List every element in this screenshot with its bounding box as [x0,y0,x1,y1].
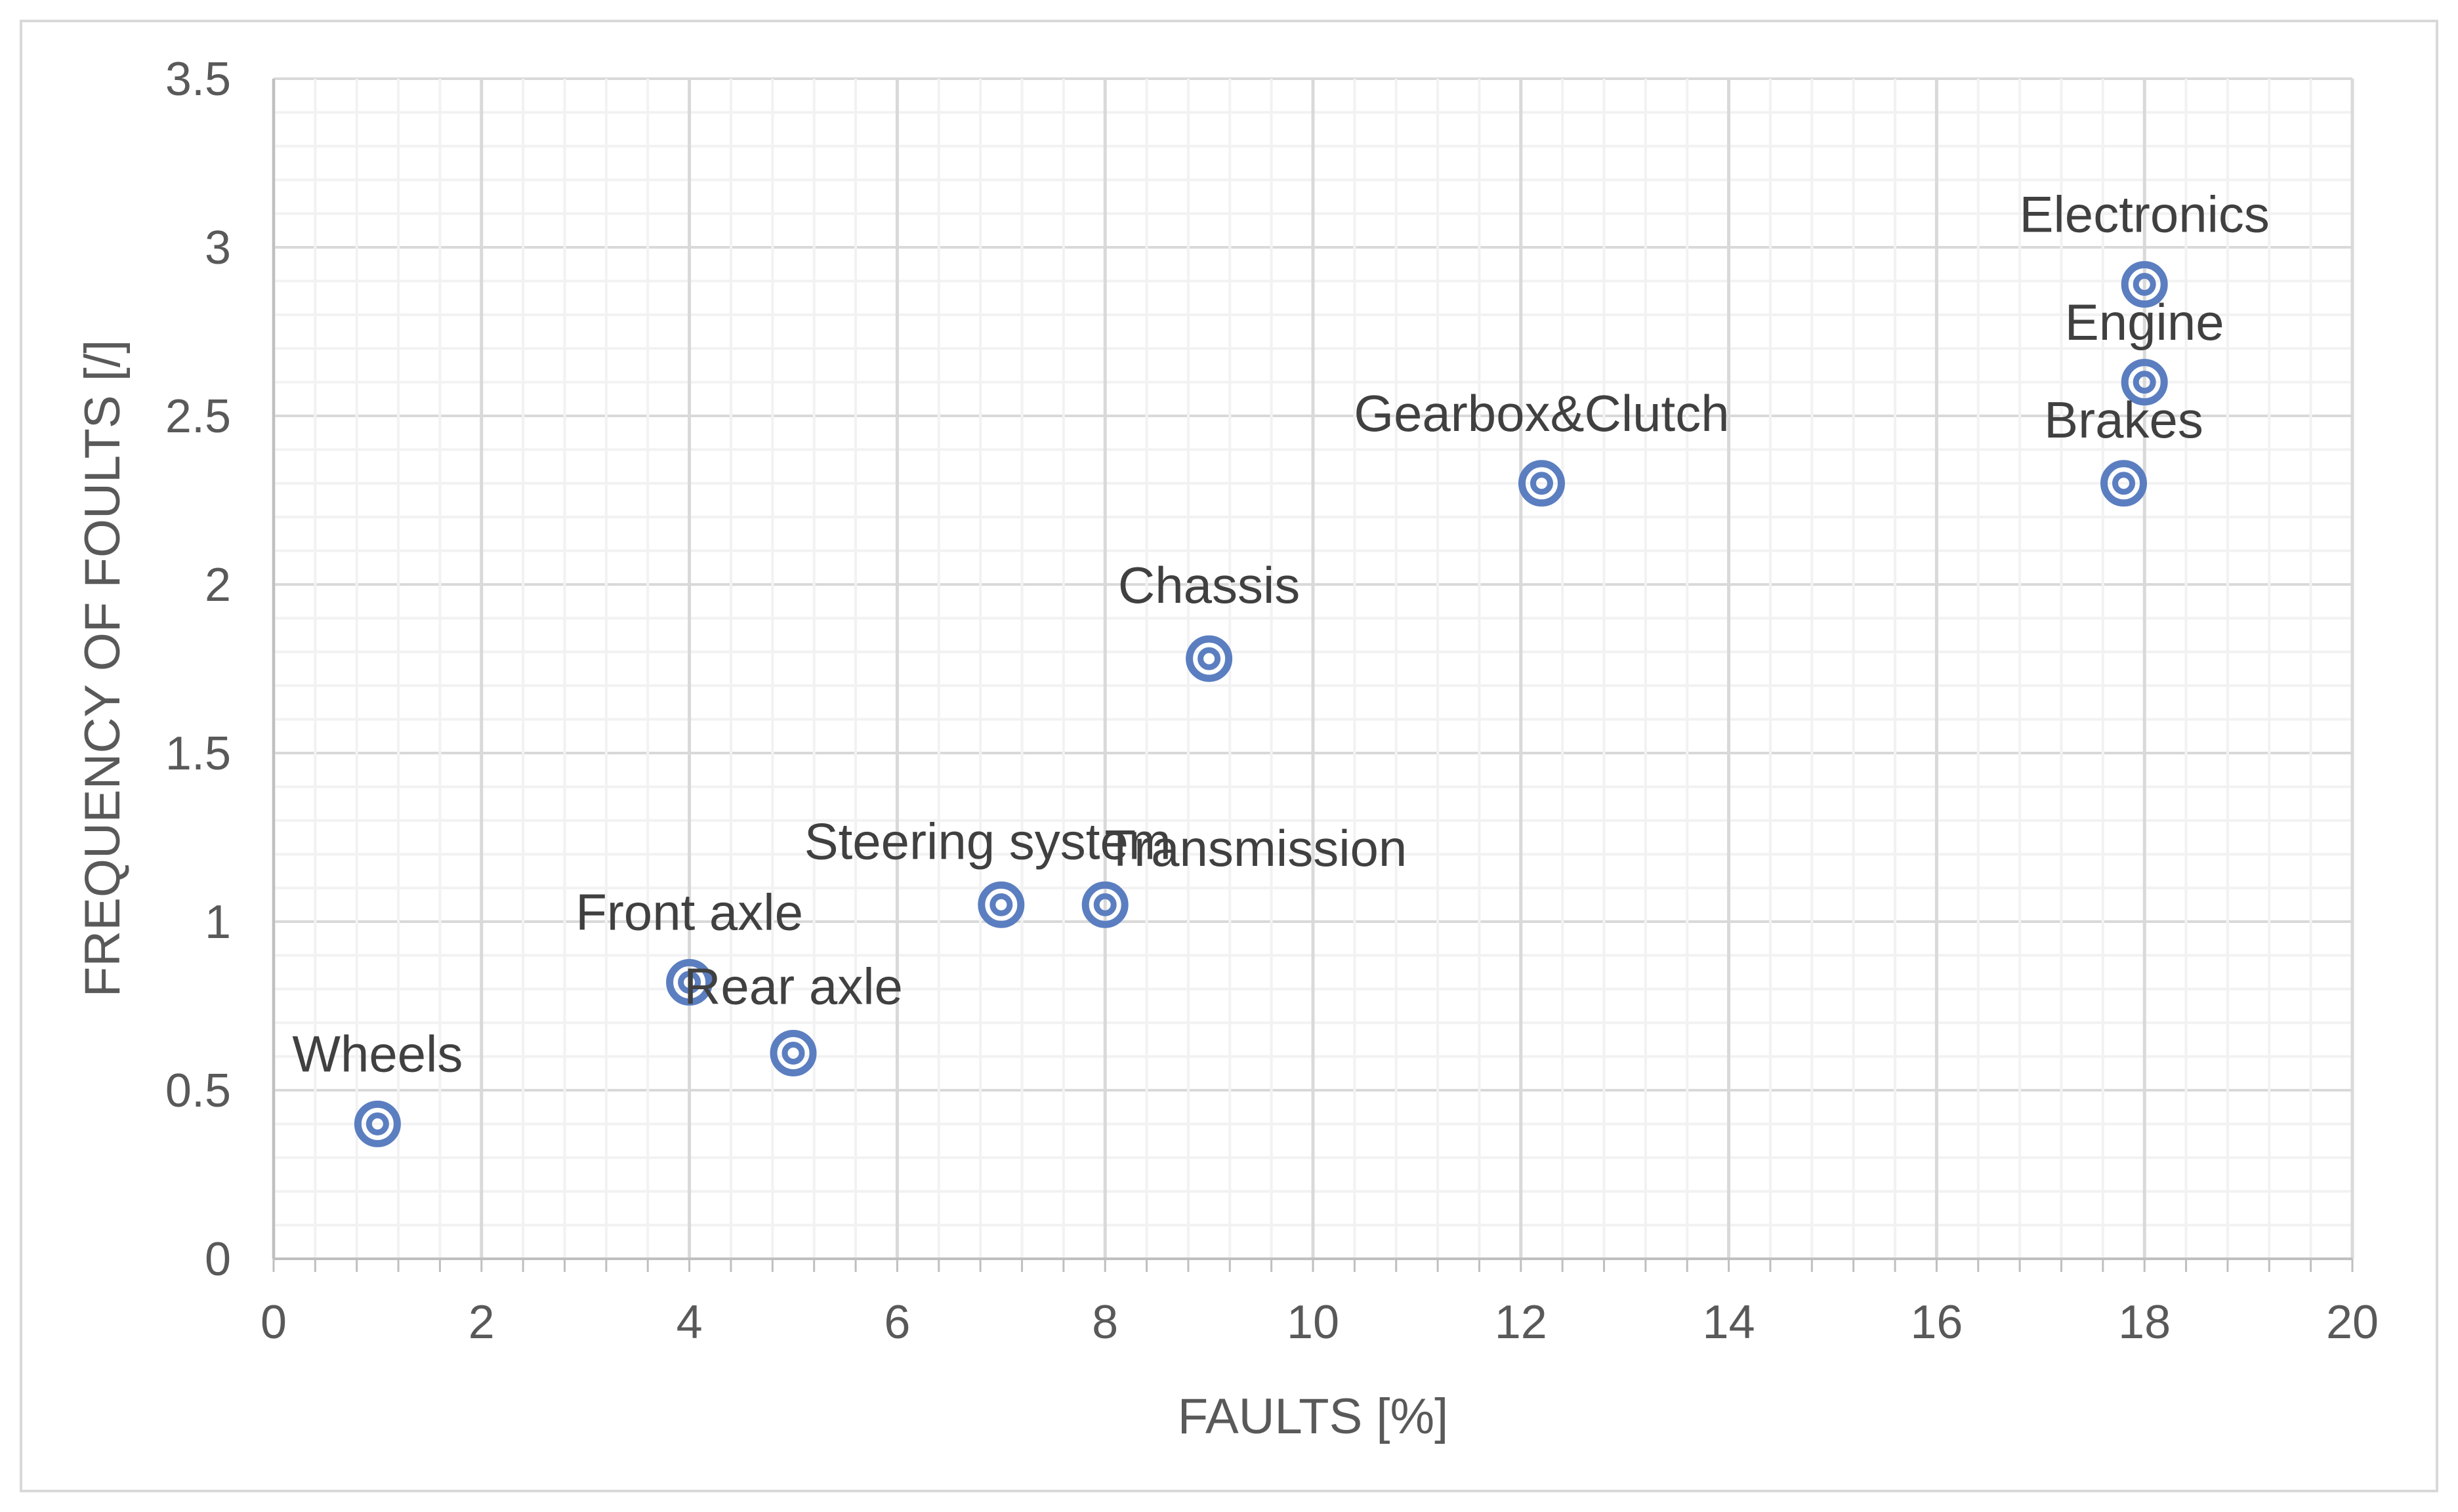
marker-inner-ring [365,1112,389,1135]
y-tick-label: 0 [205,1233,231,1286]
marker-inner-ring [678,971,701,994]
data-point-gearbox-clutch [1518,460,1565,507]
y-axis-title: FREQUENCY OF FOULTS [/] [75,340,131,997]
data-label: Gearbox&Clutch [1354,384,1729,442]
y-tick-label: 3 [205,222,231,274]
x-tick-label: 16 [1910,1296,1963,1349]
y-tick-label: 3.5 [165,53,231,106]
marker-inner-ring [781,1041,805,1065]
x-axis-tick-labels: 0 2 4 6 8 10 12 14 16 18 20 [260,1296,2379,1349]
y-tick-label: 1.5 [165,727,231,780]
marker-inner-ring [1198,647,1221,670]
x-tick-label: 2 [469,1296,495,1349]
marker-inner-ring [1530,472,1553,495]
x-tick-label: 14 [1703,1296,1755,1349]
x-axis-tick-marks [272,1259,2354,1272]
data-label: Transmission [1104,819,1407,877]
y-tick-label: 2.5 [165,390,231,443]
x-tick-label: 4 [677,1296,703,1349]
data-label: Front axle [575,884,803,941]
y-tick-label: 1 [205,896,231,949]
data-point-rear-axle [770,1029,817,1076]
data-label: Chassis [1118,556,1300,614]
data-point-brakes [2100,460,2148,507]
marker-outer-ring [1518,460,1565,507]
marker-outer-ring [770,1029,817,1076]
marker-outer-ring [666,959,713,1006]
chart-border [20,20,2438,1492]
marker-inner-ring [2133,273,2156,296]
vertical-minor-gridlines [314,79,2312,1259]
marker-inner-ring [2112,472,2136,495]
marker-inner-ring [989,893,1013,916]
data-point-wheels [354,1100,401,1147]
y-axis-tick-labels: 0 0.5 1 1.5 2 2.5 3 3.5 [165,53,231,1286]
x-tick-label: 18 [2118,1296,2171,1349]
marker-outer-ring [2121,261,2168,308]
y-tick-label: 0.5 [165,1065,231,1117]
marker-inner-ring [1093,893,1117,916]
x-tick-label: 12 [1495,1296,1547,1349]
data-point-labels: Wheels Front axle Rear axle Steering system… [292,186,2270,1083]
marker-outer-ring [1186,635,1233,682]
data-label: Engine [2065,293,2224,351]
data-point-chassis [1186,635,1233,682]
marker-inner-ring [2133,371,2156,394]
x-tick-label: 6 [884,1296,910,1349]
data-label: Wheels [292,1025,463,1082]
x-axis-title: FAULTS [%] [1178,1389,1448,1444]
x-tick-label: 0 [260,1296,287,1349]
data-point-front-axle [666,959,713,1006]
data-point-transmission [1081,881,1129,928]
marker-outer-ring [1081,881,1129,928]
data-points [354,261,2168,1147]
data-point-steering-system [978,881,1025,928]
x-tick-label: 20 [2326,1296,2379,1349]
marker-outer-ring [2121,359,2168,406]
x-tick-label: 10 [1287,1296,1339,1349]
marker-outer-ring [2100,460,2148,507]
data-label: Electronics [2019,186,2269,243]
data-label: Brakes [2044,391,2203,449]
y-tick-label: 2 [205,559,231,611]
x-tick-label: 8 [1092,1296,1118,1349]
data-label: Steering system [804,813,1171,870]
marker-outer-ring [354,1100,401,1147]
data-point-electronics [2121,261,2168,308]
data-point-engine [2121,359,2168,406]
marker-outer-ring [978,881,1025,928]
data-label: Rear axle [684,958,903,1015]
vertical-major-gridlines [272,79,2354,1259]
